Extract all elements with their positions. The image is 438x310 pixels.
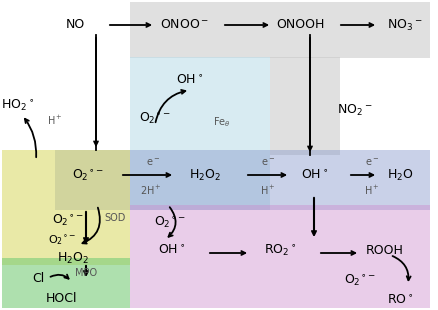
Text: O$_2$$^{\circ-}$: O$_2$$^{\circ-}$	[52, 212, 84, 228]
Text: 2H$^+$: 2H$^+$	[140, 184, 162, 197]
Text: O$_2$$^{\circ-}$: O$_2$$^{\circ-}$	[343, 272, 375, 288]
Text: ROOH: ROOH	[365, 243, 403, 256]
Text: OH$^\circ$: OH$^\circ$	[176, 73, 203, 86]
Text: RO$^\circ$: RO$^\circ$	[386, 294, 412, 307]
Text: MPO: MPO	[75, 268, 97, 278]
Text: e$^-$: e$^-$	[260, 157, 275, 169]
Text: HO$_2$$^\circ$: HO$_2$$^\circ$	[1, 97, 35, 113]
Bar	[130, 2, 429, 58]
Text: H$_2$O$_2$: H$_2$O$_2$	[189, 167, 220, 183]
Text: e$^-$: e$^-$	[364, 157, 378, 169]
Bar	[2, 258, 130, 308]
Text: O$_2$$^{\circ-}$: O$_2$$^{\circ-}$	[48, 233, 76, 247]
Bar	[269, 57, 339, 155]
Text: OH$^\circ$: OH$^\circ$	[301, 168, 328, 182]
Bar	[130, 57, 269, 210]
Text: H$_2$O: H$_2$O	[386, 167, 412, 183]
Text: NO: NO	[65, 19, 85, 32]
Text: HOCl: HOCl	[46, 291, 78, 304]
Bar	[2, 150, 130, 265]
Text: OH$^\circ$: OH$^\circ$	[158, 243, 185, 257]
Text: O$_2$$^{\circ-}$: O$_2$$^{\circ-}$	[154, 215, 185, 230]
Bar	[55, 150, 429, 210]
Text: Fe$_\theta$: Fe$_\theta$	[213, 115, 230, 129]
Text: O$_2$$^{\circ-}$: O$_2$$^{\circ-}$	[72, 167, 103, 183]
Text: NO$_2$$^-$: NO$_2$$^-$	[336, 102, 372, 117]
Text: ONOO$^-$: ONOO$^-$	[160, 19, 209, 32]
Text: H$^+$: H$^+$	[47, 113, 63, 126]
Text: Cl: Cl	[32, 272, 44, 285]
Text: NO$_3$$^-$: NO$_3$$^-$	[386, 17, 422, 33]
Text: H$^+$: H$^+$	[260, 184, 275, 197]
Text: e$^-$: e$^-$	[145, 157, 160, 169]
Text: SOD: SOD	[104, 213, 125, 223]
Bar	[130, 205, 429, 308]
Text: H$^+$: H$^+$	[364, 184, 379, 197]
Text: O$_2$$^{\circ-}$: O$_2$$^{\circ-}$	[139, 110, 170, 126]
Text: ONOOH: ONOOH	[275, 19, 323, 32]
Text: H$_2$O$_2$: H$_2$O$_2$	[57, 250, 89, 266]
Text: RO$_2$$^\circ$: RO$_2$$^\circ$	[263, 242, 296, 258]
